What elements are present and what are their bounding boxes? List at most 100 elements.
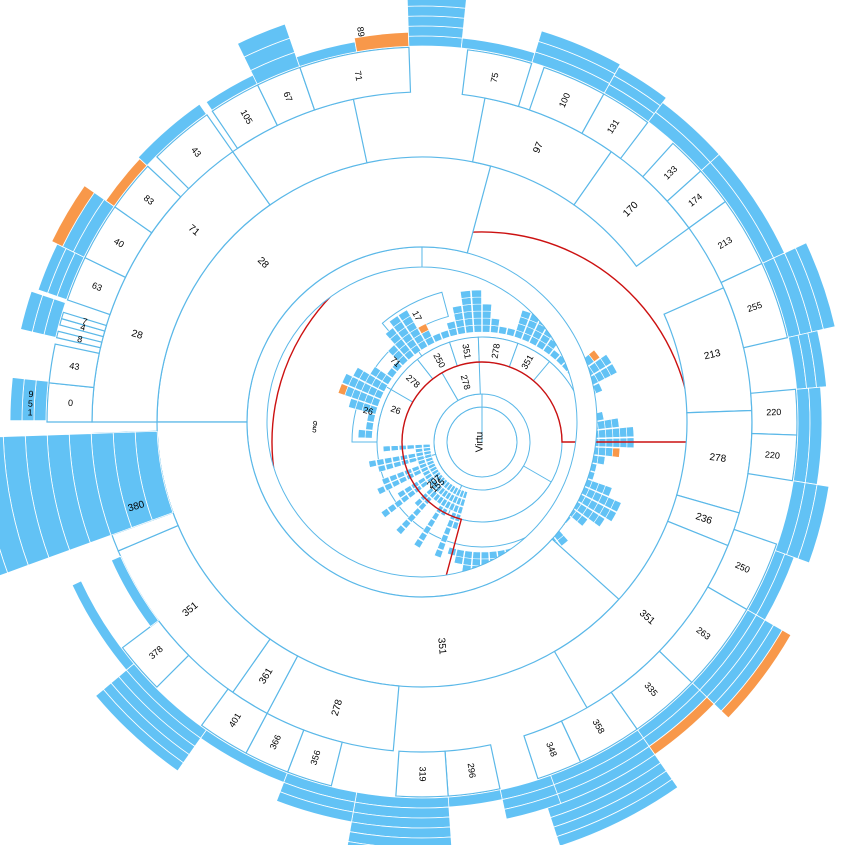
mini-leaf[interactable] xyxy=(461,304,473,313)
ring3-segment[interactable] xyxy=(55,330,103,349)
mini-leaf[interactable] xyxy=(597,446,607,457)
mini-leaf[interactable] xyxy=(383,482,394,492)
mini-leaf[interactable] xyxy=(411,465,421,473)
mini-leaf[interactable] xyxy=(369,366,382,378)
mini-leaf[interactable] xyxy=(388,473,399,483)
mini-leaf[interactable] xyxy=(610,499,622,513)
mini-leaf[interactable] xyxy=(464,325,474,334)
leaf-bar[interactable] xyxy=(0,436,29,574)
mini-leaf[interactable] xyxy=(440,329,451,340)
ring3-segment[interactable] xyxy=(48,343,100,389)
mini-leaf[interactable] xyxy=(385,462,395,471)
mini-leaf[interactable] xyxy=(472,303,482,312)
leaf-bar[interactable] xyxy=(794,242,836,330)
leaf-bar[interactable] xyxy=(110,555,160,628)
mini-leaf[interactable] xyxy=(444,491,453,501)
mini-leaf[interactable] xyxy=(426,518,436,528)
mini-leaf[interactable] xyxy=(462,311,473,320)
leaf-bar[interactable] xyxy=(720,629,792,719)
mini-leaf[interactable] xyxy=(393,498,404,509)
mini-leaf[interactable] xyxy=(458,489,465,498)
leaf-bar[interactable] xyxy=(236,23,291,58)
mini-leaf[interactable] xyxy=(395,524,407,535)
mini-leaf[interactable] xyxy=(463,550,473,559)
mini-leaf[interactable] xyxy=(422,443,431,449)
ring3-segment[interactable] xyxy=(395,750,449,798)
mini-leaf[interactable] xyxy=(452,504,460,514)
leaf-bar[interactable] xyxy=(407,15,465,29)
mini-leaf[interactable] xyxy=(612,437,621,448)
ring3-segment[interactable] xyxy=(60,311,108,332)
mini-leaf[interactable] xyxy=(384,327,398,340)
leaf-bar[interactable] xyxy=(406,0,467,9)
mini-leaf[interactable] xyxy=(604,447,614,457)
mini-leaf[interactable] xyxy=(417,458,427,466)
leaf-bar[interactable] xyxy=(275,791,354,823)
mini-leaf[interactable] xyxy=(437,486,446,496)
mini-leaf[interactable] xyxy=(472,551,481,560)
leaf-bar[interactable] xyxy=(95,688,184,772)
mini-leaf[interactable] xyxy=(473,324,482,333)
ring3-segment[interactable] xyxy=(200,688,268,754)
mini-leaf[interactable] xyxy=(398,475,408,484)
mini-leaf[interactable] xyxy=(443,480,451,490)
mini-leaf[interactable] xyxy=(433,548,444,559)
mini-leaf[interactable] xyxy=(417,323,430,335)
mini-leaf[interactable] xyxy=(440,498,449,508)
mini-leaf[interactable] xyxy=(448,502,456,512)
mini-leaf[interactable] xyxy=(420,466,430,474)
mini-leaf[interactable] xyxy=(453,555,464,565)
mini-leaf[interactable] xyxy=(471,289,482,298)
mini-leaf[interactable] xyxy=(390,445,399,452)
mini-leaf[interactable] xyxy=(549,349,561,361)
mini-leaf[interactable] xyxy=(446,320,457,331)
mini-leaf[interactable] xyxy=(593,514,606,528)
mini-leaf[interactable] xyxy=(416,455,425,462)
ring3-segment[interactable] xyxy=(461,49,533,108)
ring3-segment[interactable] xyxy=(581,93,649,160)
mini-leaf[interactable] xyxy=(357,429,366,439)
mini-leaf[interactable] xyxy=(432,493,441,502)
mini-leaf[interactable] xyxy=(434,484,443,493)
mini-leaf[interactable] xyxy=(445,482,454,492)
mini-leaf[interactable] xyxy=(610,417,620,429)
mini-leaf[interactable] xyxy=(380,507,392,519)
mini-leaf[interactable] xyxy=(519,309,532,320)
mini-leaf[interactable] xyxy=(401,518,412,529)
mini-leaf[interactable] xyxy=(556,534,569,547)
mini-leaf[interactable] xyxy=(425,487,435,496)
mini-leaf[interactable] xyxy=(407,452,417,459)
mini-leaf[interactable] xyxy=(426,459,435,467)
mini-leaf[interactable] xyxy=(482,303,492,312)
mini-leaf[interactable] xyxy=(437,476,446,485)
mini-leaf[interactable] xyxy=(460,297,472,306)
mini-leaf[interactable] xyxy=(432,332,443,343)
ring3-segment[interactable] xyxy=(610,650,693,731)
mini-leaf[interactable] xyxy=(423,450,432,456)
mini-leaf[interactable] xyxy=(459,498,466,507)
mini-leaf[interactable] xyxy=(431,511,440,521)
mini-leaf[interactable] xyxy=(441,489,449,498)
mini-leaf[interactable] xyxy=(403,485,414,494)
mini-leaf[interactable] xyxy=(393,460,402,469)
ring3-segment[interactable] xyxy=(523,720,582,780)
mini-leaf[interactable] xyxy=(377,464,387,473)
mini-leaf[interactable] xyxy=(472,310,482,319)
mini-leaf[interactable] xyxy=(431,468,440,476)
mini-leaf[interactable] xyxy=(413,538,424,549)
mini-leaf[interactable] xyxy=(418,462,428,470)
mini-leaf[interactable] xyxy=(602,485,613,497)
mini-leaf[interactable] xyxy=(425,456,434,463)
mini-leaf[interactable] xyxy=(424,453,433,460)
mini-leaf[interactable] xyxy=(396,489,407,499)
mini-leaf[interactable] xyxy=(381,476,391,486)
mini-leaf[interactable] xyxy=(626,437,635,449)
mini-leaf[interactable] xyxy=(588,349,601,363)
leaf-bar[interactable] xyxy=(0,437,9,580)
mini-leaf[interactable] xyxy=(387,503,398,514)
mini-leaf[interactable] xyxy=(406,489,417,499)
mini-leaf[interactable] xyxy=(462,557,473,566)
leaf-bar[interactable] xyxy=(556,778,679,845)
mini-leaf[interactable] xyxy=(605,363,618,377)
mini-leaf[interactable] xyxy=(440,533,449,544)
